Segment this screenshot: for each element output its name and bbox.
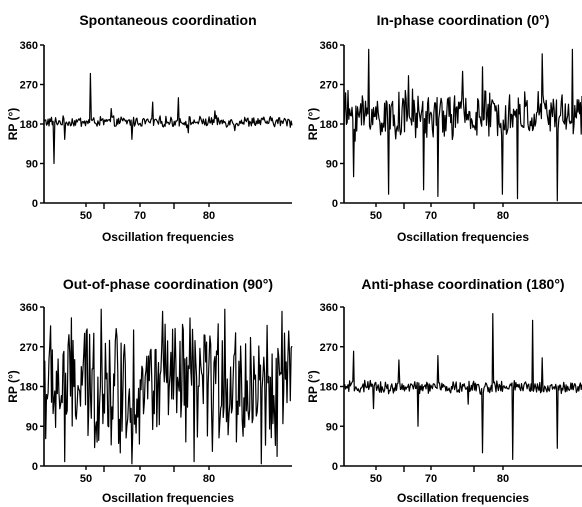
y-tick-label: 360	[20, 302, 38, 314]
y-tick-label: 180	[320, 382, 338, 394]
y-tick-label: 270	[20, 342, 38, 354]
y-tick-label: 0	[32, 461, 38, 473]
x-tick-label: 50	[370, 210, 382, 222]
x-axis-label: Oscillation frequencies	[102, 491, 234, 505]
x-tick-label: 70	[134, 210, 146, 222]
y-tick-label: 360	[320, 302, 338, 314]
y-tick-label: 270	[20, 80, 38, 92]
y-tick-label: 90	[326, 159, 338, 171]
y-tick-label: 270	[320, 342, 338, 354]
x-tick-label: 70	[425, 473, 437, 485]
x-tick-label: 70	[134, 473, 146, 485]
y-tick-label: 0	[332, 461, 338, 473]
chart-title: In-phase coordination (0°)	[377, 12, 550, 28]
series-line	[343, 48, 582, 202]
y-tick-label: 0	[32, 198, 38, 210]
y-axis-label: RP (°)	[306, 108, 320, 141]
x-tick-label: 50	[370, 473, 382, 485]
x-tick-label: 50	[80, 210, 92, 222]
y-axis-label: RP (°)	[6, 370, 20, 403]
x-axis-label: Oscillation frequencies	[397, 230, 529, 244]
y-tick-label: 180	[20, 119, 38, 131]
chart-title: Spontaneous coordination	[79, 12, 256, 28]
series-line	[43, 308, 293, 465]
x-axis-label: Oscillation frequencies	[397, 491, 529, 505]
y-tick-label: 180	[320, 119, 338, 131]
y-axis-label: RP (°)	[6, 108, 20, 141]
series-line	[43, 72, 293, 165]
y-tick-label: 90	[26, 159, 38, 171]
x-tick-label: 80	[203, 473, 215, 485]
x-axis-label: Oscillation frequencies	[102, 230, 234, 244]
x-tick-label: 80	[497, 210, 509, 222]
x-tick-label: 50	[80, 473, 92, 485]
y-tick-label: 360	[20, 40, 38, 52]
y-tick-label: 90	[26, 421, 38, 433]
y-tick-label: 0	[332, 198, 338, 210]
y-tick-label: 90	[326, 421, 338, 433]
y-tick-label: 360	[320, 40, 338, 52]
x-tick-label: 70	[425, 210, 437, 222]
series-line	[343, 313, 582, 460]
chart-title: Out-of-phase coordination (90°)	[63, 276, 273, 292]
chart-title: Anti-phase coordination (180°)	[361, 276, 564, 292]
y-axis-label: RP (°)	[306, 370, 320, 403]
y-tick-label: 270	[320, 80, 338, 92]
y-tick-label: 180	[20, 382, 38, 394]
x-tick-label: 80	[203, 210, 215, 222]
x-tick-label: 80	[497, 473, 509, 485]
